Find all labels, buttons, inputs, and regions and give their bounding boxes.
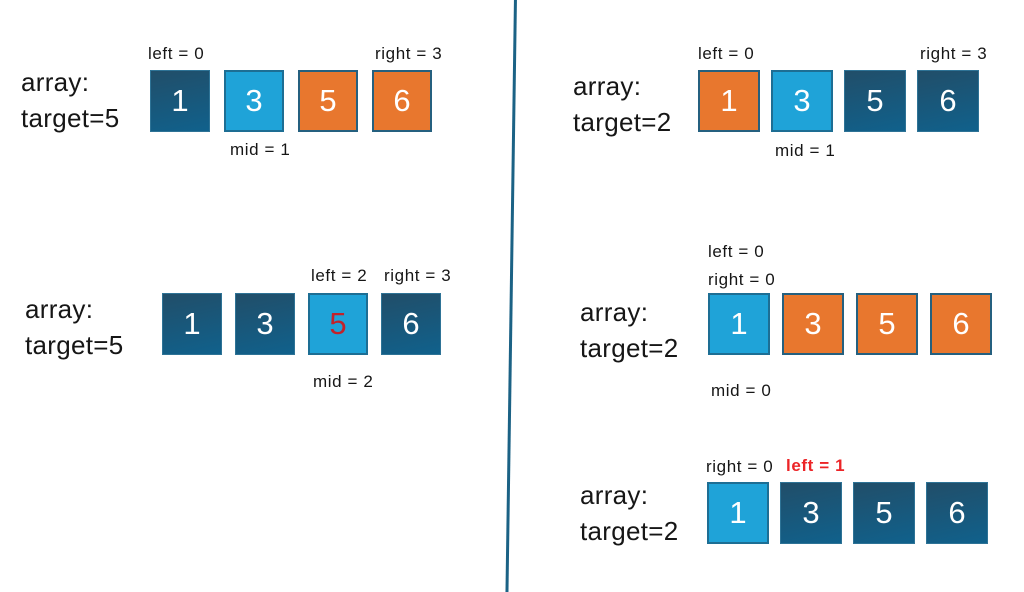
left-pointer-label: left = 0 [698,44,755,63]
array-cell: 3 [224,70,284,132]
array-cells-row: 1 3 5 6 [150,70,432,132]
left-pointer-label: left = 0 [708,242,765,261]
array-label-line2: target=5 [25,330,124,360]
array-target-label: array: target=2 [573,68,672,140]
array-label-line1: array: [25,294,94,324]
mid-pointer-label: mid = 0 [711,381,772,400]
array-target-label: array: target=5 [21,64,120,136]
array-cell: 5 [856,293,918,355]
array-cell: 1 [708,293,770,355]
binary-search-diagram-target2-step3: array: target=2 right = 0 left = 1 1 3 5… [580,455,1020,555]
array-label-line1: array: [580,297,649,327]
right-pointer-label: right = 3 [920,44,988,63]
array-cells-row: 1 3 5 6 [162,293,441,355]
array-cell: 5 [853,482,915,544]
mid-pointer-label: mid = 1 [230,140,291,159]
array-label-line2: target=5 [21,103,120,133]
left-pointer-label: left = 2 [311,266,368,285]
array-cell: 3 [771,70,833,132]
binary-search-diagram-target2-step1: array: target=2 left = 0 right = 3 1 3 5… [573,44,1013,160]
left-pointer-label: left = 1 [786,456,846,475]
binary-search-diagram-target5-step1: array: target=5 left = 0 right = 3 1 3 5… [21,44,461,160]
array-cell: 3 [235,293,295,355]
array-cell: 1 [698,70,760,132]
column-divider-line [505,0,517,592]
array-cell: 3 [782,293,844,355]
array-target-label: array: target=2 [580,294,679,366]
array-target-label: array: target=2 [580,477,679,549]
array-label-line2: target=2 [573,107,672,137]
array-cell: 6 [381,293,441,355]
array-label-line1: array: [21,67,90,97]
array-label-line2: target=2 [580,516,679,546]
right-pointer-label: right = 0 [708,270,776,289]
array-cell: 1 [150,70,210,132]
right-pointer-label: right = 0 [706,457,774,476]
left-pointer-label: left = 0 [148,44,205,63]
array-target-label: array: target=5 [25,291,124,363]
mid-pointer-label: mid = 2 [313,372,374,391]
array-cell: 6 [930,293,992,355]
array-label-line2: target=2 [580,333,679,363]
array-cell: 6 [917,70,979,132]
array-cells-row: 1 3 5 6 [708,293,992,355]
right-pointer-label: right = 3 [384,266,452,285]
array-cell: 6 [372,70,432,132]
array-cell: 5 [298,70,358,132]
binary-search-diagram-target2-step2: array: target=2 left = 0 right = 0 1 3 5… [580,242,1020,400]
array-cell: 1 [707,482,769,544]
array-cells-row: 1 3 5 6 [707,482,988,544]
mid-pointer-label: mid = 1 [775,141,836,160]
array-cells-row: 1 3 5 6 [698,70,979,132]
array-cell: 3 [780,482,842,544]
array-cell: 5 [308,293,368,355]
array-cell: 1 [162,293,222,355]
array-cell: 6 [926,482,988,544]
array-label-line1: array: [580,480,649,510]
array-cell: 5 [844,70,906,132]
array-label-line1: array: [573,71,642,101]
right-pointer-label: right = 3 [375,44,443,63]
binary-search-diagram-target5-step2: array: target=5 left = 2 right = 3 1 3 5… [25,266,465,392]
